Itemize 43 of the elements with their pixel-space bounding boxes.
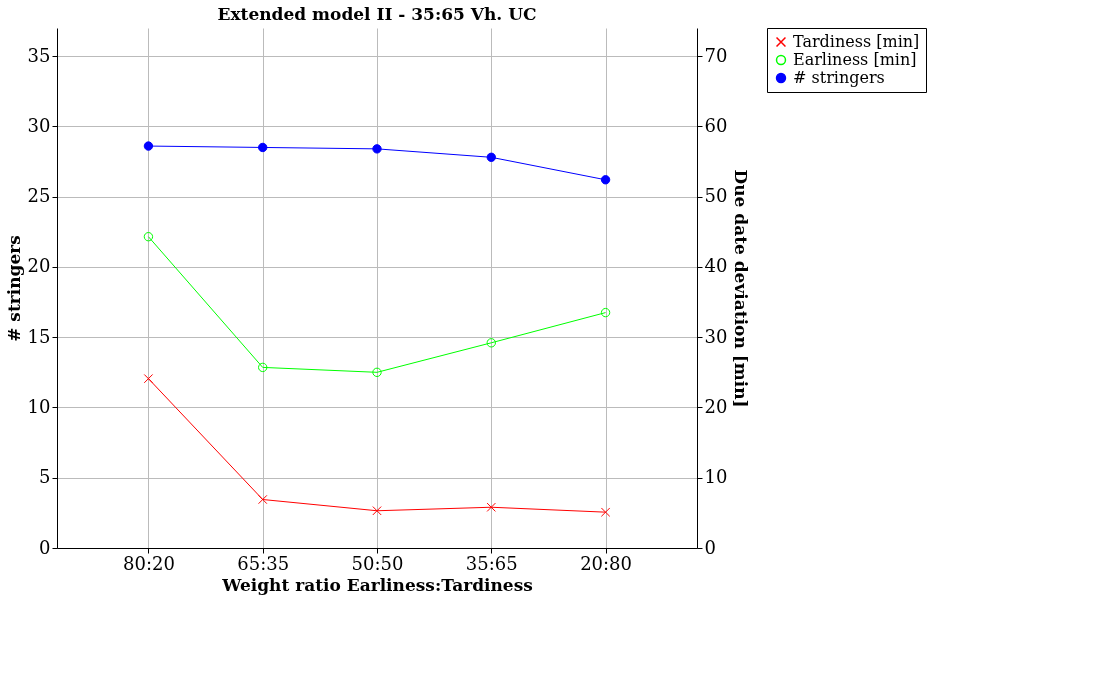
y2-tick-label: 50	[704, 185, 728, 207]
y2-tick-label: 60	[704, 114, 728, 136]
x-tick-label: 35:65	[465, 552, 518, 574]
y2-tick-label: 0	[704, 536, 716, 558]
y-tick-label: 25	[27, 185, 51, 207]
y2-tick-label: 70	[704, 44, 728, 66]
point	[143, 232, 154, 242]
point	[372, 367, 382, 377]
point	[372, 506, 382, 516]
y-tick-label: 20	[27, 255, 51, 277]
y-tick-label: 30	[27, 114, 51, 136]
y2-tick-label: 10	[704, 466, 728, 488]
point	[143, 373, 154, 384]
legend-label: # stringers	[793, 68, 885, 87]
point	[258, 494, 268, 505]
point	[372, 144, 382, 154]
x-tick-label: 65:35	[237, 552, 290, 574]
y2-axis-title: Due date deviation [min]	[731, 169, 752, 408]
point	[600, 175, 611, 185]
chart-title: Extended model II - 35:65 Vh. UC	[217, 3, 537, 24]
y-tick-label: 10	[27, 395, 51, 417]
x-tick-label: 20:80	[580, 552, 633, 574]
x-tick-label: 80:20	[122, 552, 175, 574]
point	[258, 142, 268, 153]
y-tick-label: 15	[27, 325, 51, 347]
x-axis-title: Weight ratio Earliness:Tardiness	[221, 574, 533, 595]
y-tick-label: 5	[39, 466, 51, 488]
point	[600, 507, 611, 517]
point	[486, 338, 496, 348]
legend-label: Earliness [min]	[793, 50, 917, 69]
point	[486, 152, 496, 162]
x-tick-label: 50:50	[351, 552, 404, 574]
point	[258, 362, 268, 373]
y-tick-label: 35	[27, 44, 51, 66]
point	[143, 141, 154, 151]
y2-tick-label: 40	[704, 255, 728, 277]
legend-label: Tardiness [min]	[793, 32, 920, 51]
point	[486, 502, 496, 512]
y2-tick-label: 20	[704, 395, 728, 417]
y-axis-title: # stringers	[3, 235, 24, 342]
y-tick-label: 0	[39, 536, 51, 558]
y2-tick-label: 30	[704, 325, 728, 347]
point	[600, 307, 611, 318]
